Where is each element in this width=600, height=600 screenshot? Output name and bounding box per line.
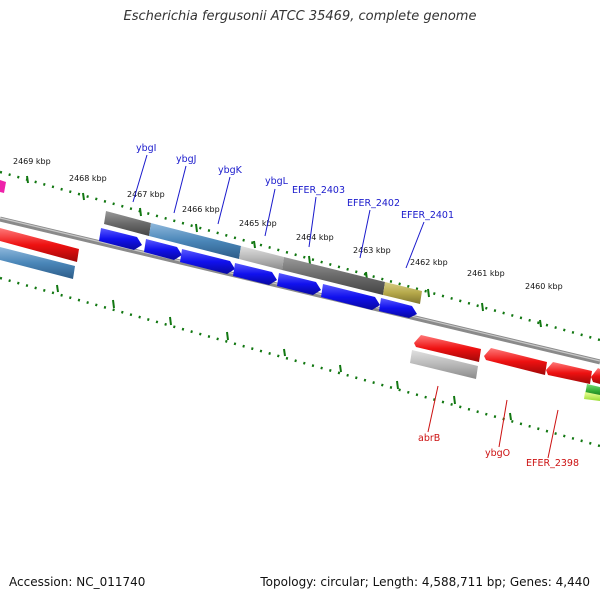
top-gene-labels: ybgI ybgJ ybgK ybgL EFER_2403 EFER_2402 … (136, 143, 454, 221)
cds-blue-ybgI[interactable] (99, 228, 142, 250)
feature-olive-EFER2401 (383, 282, 422, 304)
genome-summary: Topology: circular; Length: 4,588,711 bp… (260, 575, 590, 589)
kbp-label: 2466 kbp (182, 205, 220, 214)
map-title: Escherichia fergusonii ATCC 35469, compl… (123, 9, 477, 24)
cds-blue-ybgL[interactable] (233, 263, 277, 285)
cds-red-abrB[interactable] (414, 335, 481, 362)
feature-darkgray-ybgI (104, 211, 151, 236)
gene-label-ybgK[interactable]: ybgK (218, 165, 243, 176)
accession-info: Accession: NC_011740 (9, 575, 146, 589)
cds-red-ybgO[interactable] (484, 348, 547, 375)
kbp-label: 2464 kbp (296, 233, 334, 242)
kbp-label: 2460 kbp (525, 282, 563, 291)
kbp-label: 2462 kbp (410, 258, 448, 267)
gene-label-EFER2403[interactable]: EFER_2403 (292, 185, 345, 196)
cds-blue-EFER2402[interactable] (321, 284, 380, 310)
gene-label-EFER2401[interactable]: EFER_2401 (401, 210, 454, 221)
gene-label-ybgO[interactable]: ybgO (485, 448, 510, 459)
kbp-label: 2467 kbp (127, 190, 165, 199)
gene-label-ybgI[interactable]: ybgI (136, 143, 156, 154)
cds-red-edge[interactable] (591, 368, 600, 384)
outer-tick-ring (0, 170, 600, 342)
forward-cds-group (99, 228, 417, 318)
cds-blue-EFER2403[interactable] (277, 273, 321, 295)
gene-label-ybgL[interactable]: ybgL (265, 176, 289, 187)
kbp-label: 2469 kbp (13, 157, 51, 166)
top-leader-lines (132, 154, 425, 269)
kbp-label-group: 2469 kbp 2468 kbp 2467 kbp 2466 kbp 2465… (13, 157, 563, 291)
feature-darkgray-EFER2403 (282, 257, 385, 295)
cds-red-EFER2398[interactable] (546, 362, 592, 384)
feature-lightgray-abrB (410, 350, 478, 379)
cds-blue-EFER2401[interactable] (379, 298, 417, 318)
cds-blue-ybgJ[interactable] (144, 239, 182, 260)
kbp-label: 2468 kbp (69, 174, 107, 183)
feature-magenta (0, 180, 6, 193)
feature-steelblue-left (0, 247, 75, 279)
cds-red-left[interactable] (0, 228, 79, 262)
major-ticks-lower (56, 284, 512, 421)
kbp-label: 2461 kbp (467, 269, 505, 278)
bottom-leader-lines (427, 385, 559, 459)
feature-lime-edge (584, 392, 600, 401)
cds-blue-ybgK[interactable] (180, 249, 235, 274)
kbp-label: 2463 kbp (353, 246, 391, 255)
gene-label-ybgJ[interactable]: ybgJ (176, 154, 196, 165)
feature-steelblue-ybgJK (149, 223, 241, 259)
gene-label-EFER2402[interactable]: EFER_2402 (347, 198, 400, 209)
bottom-gene-labels: abrB ybgO EFER_2398 (418, 433, 579, 469)
reverse-cds-group (414, 335, 600, 384)
feature-lightgray-ybgL (239, 246, 284, 270)
gene-label-abrB[interactable]: abrB (418, 433, 440, 444)
kbp-label: 2465 kbp (239, 219, 277, 228)
major-ticks-upper (26, 175, 542, 328)
gene-label-EFER2398[interactable]: EFER_2398 (526, 458, 579, 469)
